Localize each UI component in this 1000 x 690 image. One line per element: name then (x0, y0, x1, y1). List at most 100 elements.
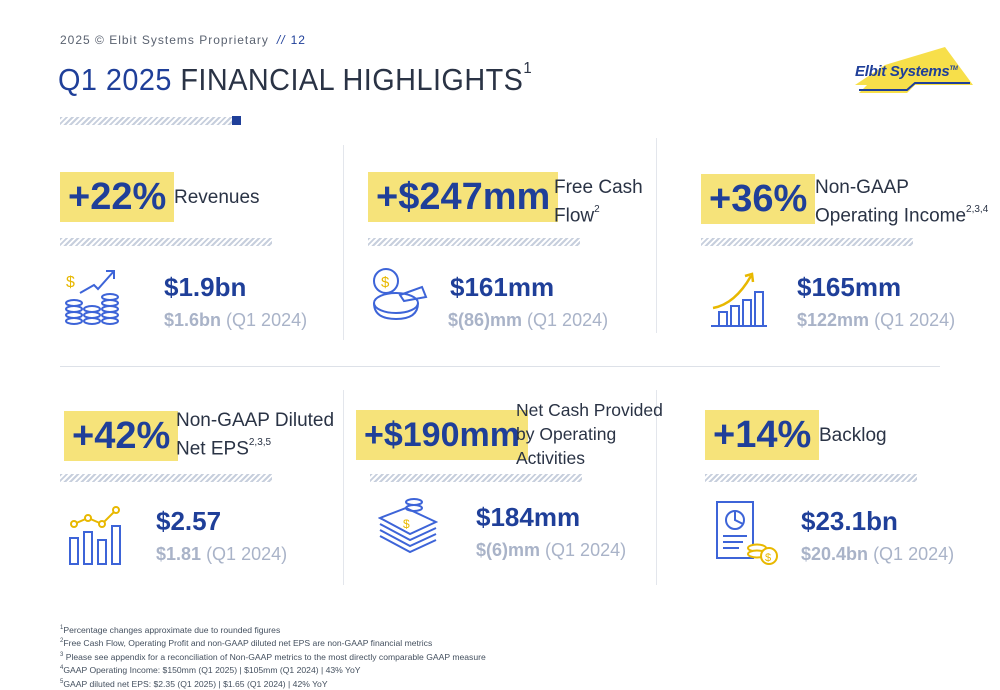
metric-footnote-ref: 2,3,5 (248, 437, 272, 448)
metric-label-line2: by Operating (516, 424, 617, 444)
change-badge: +$247mm (368, 172, 559, 222)
metric-label-line3: Activities (516, 448, 586, 468)
footnote-item: 4GAAP Operating Income: $150mm (Q1 2025)… (60, 663, 486, 676)
title-year: Q1 2025 (58, 62, 172, 97)
metric-label-line1: Non-GAAP (815, 177, 909, 198)
card-hatch-divider (705, 474, 917, 482)
metric-label: Backlog (819, 425, 887, 446)
svg-text:$: $ (403, 517, 410, 531)
copyright-text: 2025 © Elbit Systems Proprietary (60, 33, 269, 47)
footnote-text: Percentage changes approximate due to ro… (63, 624, 281, 635)
change-badge: +36% (701, 174, 816, 224)
svg-text:$: $ (765, 552, 771, 564)
prior-value-line: $(6)mm (Q1 2024) (476, 540, 626, 561)
current-value: $2.57 (156, 506, 222, 536)
metric-label-line1: Net Cash Provided (516, 400, 663, 420)
prior-period: (Q1 2024) (527, 310, 609, 330)
footnote-number: 4 (60, 665, 64, 672)
metric-label-line1: Free Cash (554, 177, 643, 198)
prior-value: $(6)mm (476, 540, 541, 560)
header-separator: // (276, 33, 286, 47)
card-backlog: +14% Backlog $ $23.1bn $20.4bn (Q1 2024) (705, 406, 1000, 606)
metric-label-line1: Non-GAAP Diluted (176, 410, 335, 431)
prior-value: $20.4bn (801, 544, 869, 564)
current-value: $1.9bn (164, 272, 247, 302)
footnote-text: GAAP Operating Income: $150mm (Q1 2025) … (63, 665, 361, 676)
prior-value-line: $122mm (Q1 2024) (797, 310, 955, 331)
prior-value-line: $20.4bn (Q1 2024) (801, 544, 954, 565)
footnote-item: 1Percentage changes approximate due to r… (60, 623, 486, 636)
column-divider (343, 145, 344, 340)
metric-footnote-ref: 2 (594, 204, 600, 215)
footnotes: 1Percentage changes approximate due to r… (60, 623, 486, 690)
current-value: $23.1bn (801, 506, 898, 536)
prior-value: $122mm (797, 310, 870, 330)
logo-name: Elbit Systems (855, 63, 950, 80)
card-hatch-divider (60, 238, 272, 246)
logo-shape (855, 47, 973, 93)
title-underline-square (232, 116, 241, 125)
footnote-number: 1 (60, 625, 64, 631)
title-underline-hatch (60, 117, 232, 125)
metric-label: Revenues (174, 187, 260, 208)
page-number: 12 (290, 33, 306, 47)
card-revenues: +22% Revenues $ $1.9bn $1.6bn (Q1 2024) (60, 170, 360, 370)
prior-value-line: $1.81 (Q1 2024) (156, 544, 287, 565)
elbit-systems-logo: Elbit SystemsTM (845, 45, 975, 95)
cash-stack-icon: $ (378, 498, 438, 554)
logo-text: Elbit SystemsTM (855, 63, 958, 80)
change-badge: +$190mm (356, 410, 528, 460)
footnote-text: Free Cash Flow, Operating Profit and non… (63, 638, 433, 649)
prior-period: (Q1 2024) (206, 544, 288, 564)
coin-pie-icon: $ (373, 268, 428, 321)
card-operating-cash: +$190mm Net Cash Provided by Operating A… (356, 400, 663, 600)
svg-text:$: $ (66, 274, 75, 291)
card-hatch-divider (60, 474, 272, 482)
card-hatch-divider (370, 474, 582, 482)
footnote-text: Please see appendix for a reconciliation… (63, 651, 486, 662)
metric-label: Non-GAAP Diluted Net EPS2,3,5 (176, 409, 334, 461)
column-divider (343, 390, 344, 585)
slide-header-line: 2025 © Elbit Systems Proprietary // 12 (60, 33, 306, 47)
footnote-text: GAAP diluted net EPS: $2.35 (Q1 2025) | … (63, 678, 328, 689)
footnote-item: 3 Please see appendix for a reconciliati… (60, 650, 486, 663)
coins-growth-icon: $ (65, 270, 119, 325)
metric-label-line2: Flow (554, 205, 595, 227)
prior-value: $1.6bn (164, 310, 222, 330)
card-free-cash-flow: +$247mm Free Cash Flow2 $ $161mm $(86)mm… (368, 170, 668, 370)
card-hatch-divider (701, 238, 913, 246)
metric-label: Net Cash Provided by Operating Activitie… (516, 398, 663, 470)
report-coins-icon: $ (716, 501, 778, 565)
column-divider (656, 390, 657, 585)
metric-label: Free Cash Flow2 (554, 176, 643, 228)
change-badge: +22% (60, 172, 175, 222)
prior-value: $(86)mm (448, 310, 523, 330)
logo-tm: TM (949, 66, 958, 72)
row-divider (60, 366, 940, 367)
footnote-number: 3 (60, 651, 64, 658)
change-badge: +14% (705, 410, 820, 460)
bar-line-chart-icon (69, 506, 121, 565)
prior-value-line: $1.6bn (Q1 2024) (164, 310, 307, 331)
bar-growth-icon (711, 272, 767, 327)
title-footnote-ref: 1 (523, 59, 533, 77)
title-text: FINANCIAL HIGHLIGHTS (180, 62, 524, 97)
metric-label: Non-GAAP Operating Income2,3,4 (815, 176, 988, 228)
prior-period: (Q1 2024) (226, 310, 308, 330)
change-badge: +42% (64, 411, 179, 461)
prior-value-line: $(86)mm (Q1 2024) (448, 310, 608, 331)
prior-period: (Q1 2024) (873, 544, 955, 564)
column-divider (656, 138, 657, 333)
prior-period: (Q1 2024) (545, 540, 627, 560)
page-title: Q1 2025 FINANCIAL HIGHLIGHTS1 (58, 59, 533, 98)
footnote-item: 5GAAP diluted net EPS: $2.35 (Q1 2025) |… (60, 677, 486, 690)
card-hatch-divider (368, 238, 580, 246)
metric-footnote-ref: 2,3,4 (966, 204, 989, 215)
prior-period: (Q1 2024) (874, 310, 956, 330)
footnote-number: 5 (60, 678, 64, 685)
current-value: $184mm (476, 502, 581, 532)
prior-value: $1.81 (156, 544, 202, 564)
current-value: $161mm (450, 272, 555, 302)
svg-text:$: $ (381, 274, 390, 291)
footnote-number: 2 (60, 638, 64, 645)
